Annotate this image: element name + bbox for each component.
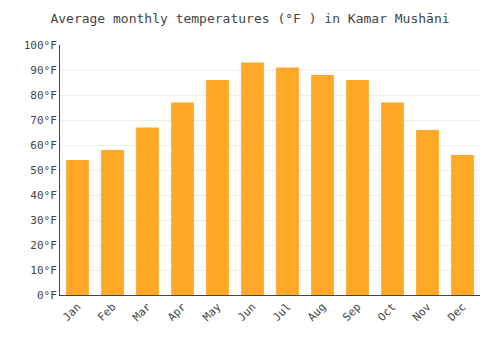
svg-text:90°F: 90°F — [30, 64, 57, 77]
svg-text:Jul: Jul — [270, 301, 293, 324]
svg-text:May: May — [200, 300, 224, 324]
svg-text:60°F: 60°F — [30, 139, 57, 152]
svg-text:Oct: Oct — [375, 301, 398, 324]
svg-text:50°F: 50°F — [30, 164, 57, 177]
svg-text:40°F: 40°F — [30, 189, 57, 202]
svg-text:20°F: 20°F — [30, 239, 57, 252]
svg-text:10°F: 10°F — [30, 264, 57, 277]
svg-text:Dec: Dec — [445, 301, 468, 324]
svg-text:Mar: Mar — [130, 300, 154, 324]
svg-text:Jan: Jan — [60, 301, 83, 324]
svg-text:100°F: 100°F — [24, 39, 57, 52]
svg-text:Feb: Feb — [95, 301, 118, 324]
svg-text:Apr: Apr — [165, 300, 189, 324]
svg-text:Sep: Sep — [340, 301, 363, 324]
svg-text:Jun: Jun — [235, 301, 258, 324]
svg-text:Average monthly temperatures (: Average monthly temperatures (°F ) in Ka… — [50, 11, 449, 26]
svg-text:30°F: 30°F — [30, 214, 57, 227]
svg-text:Nov: Nov — [410, 300, 434, 324]
svg-text:Aug: Aug — [305, 301, 328, 324]
svg-text:70°F: 70°F — [30, 114, 57, 127]
svg-text:0°F: 0°F — [37, 289, 57, 302]
svg-text:80°F: 80°F — [30, 89, 57, 102]
